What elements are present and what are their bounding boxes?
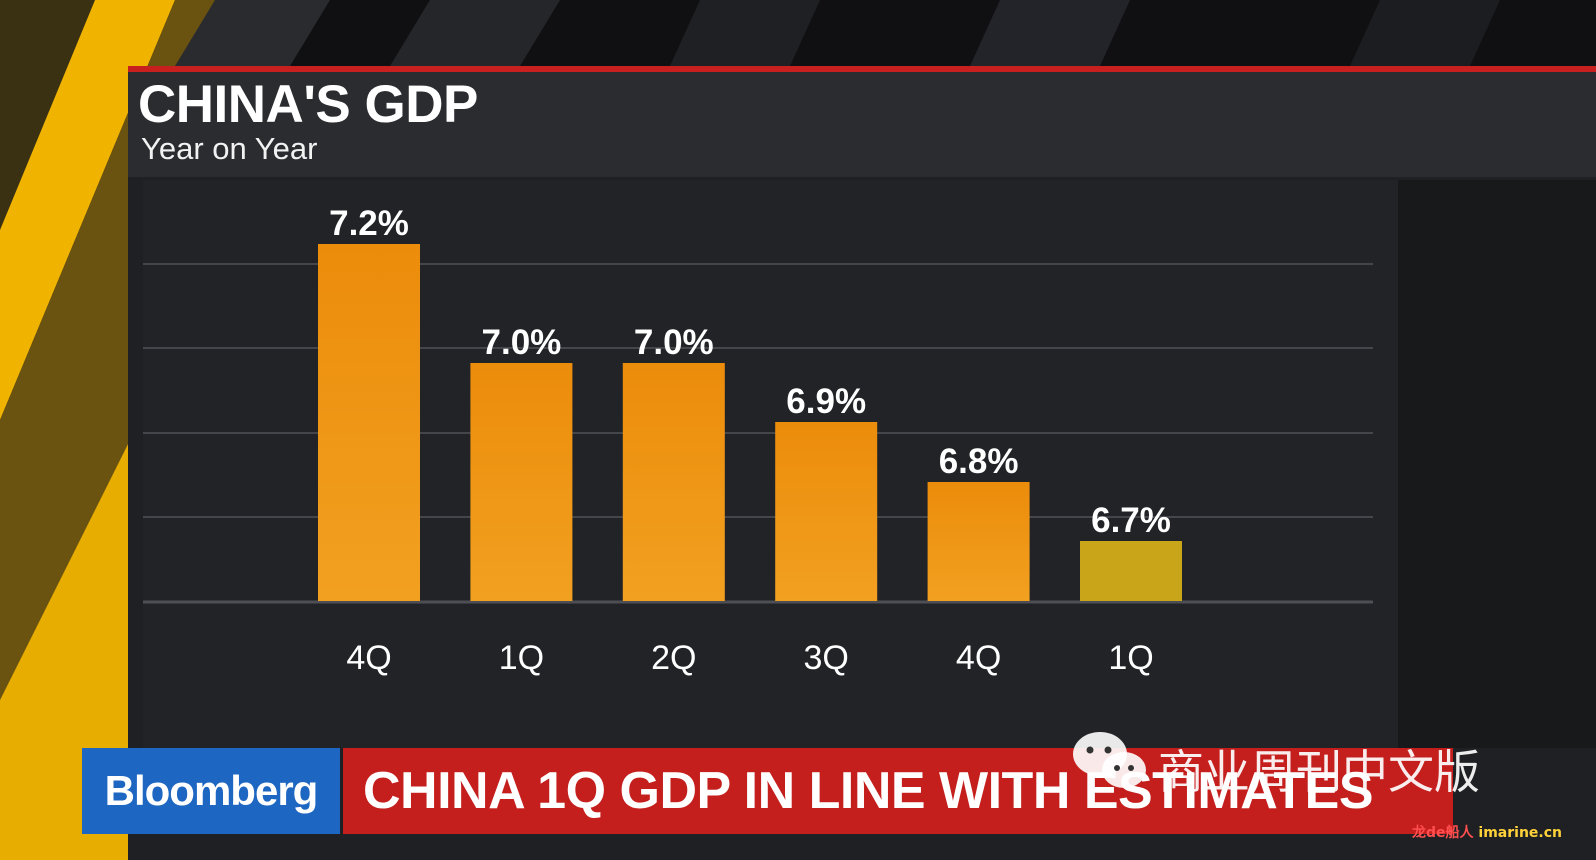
x-tick-label: 1Q [1108, 639, 1153, 677]
bar-value-label: 7.0% [634, 323, 714, 362]
header-accent-line [128, 66, 1596, 72]
x-tick-label: 2Q [651, 639, 696, 677]
bar-value-label: 7.0% [482, 323, 562, 362]
side-shadow [1398, 180, 1596, 748]
bar-value-label: 6.8% [939, 442, 1019, 481]
ticker-headline: CHINA 1Q GDP IN LINE WITH ESTIMATES [363, 762, 1374, 820]
lower-third-ticker: CHINA 1Q GDP IN LINE WITH ESTIMATES [343, 748, 1453, 834]
watermark-text: 商业周刊中文版 [1158, 745, 1480, 799]
bar-6 [1080, 541, 1182, 601]
x-tick-label: 4Q [346, 639, 391, 677]
chart-subtitle: Year on Year [141, 131, 318, 166]
bar-3 [622, 363, 725, 601]
bar-2 [470, 363, 573, 601]
corner-watermark: 龙de船人 imarine.cn [1412, 822, 1562, 842]
corner-watermark-red: 龙de船人 [1412, 825, 1474, 841]
bar-1 [318, 244, 420, 601]
bar-value-label: 6.7% [1091, 501, 1171, 540]
bar-value-label: 6.9% [786, 382, 866, 421]
x-tick-label: 3Q [804, 639, 849, 677]
bloomberg-logo: Bloomberg [104, 767, 319, 814]
corner-watermark-yellow: imarine.cn [1478, 825, 1562, 841]
bloomberg-logo-box: Bloomberg [82, 748, 340, 834]
bar-4 [775, 422, 878, 601]
bar-value-label: 7.2% [329, 204, 409, 243]
chart-header [128, 72, 1596, 177]
x-tick-label: 4Q [956, 639, 1001, 677]
wechat-icon [1073, 732, 1146, 788]
chart-title: CHINA'S GDP [138, 75, 478, 134]
x-tick-label: 1Q [499, 639, 544, 677]
bar-5 [927, 482, 1030, 601]
